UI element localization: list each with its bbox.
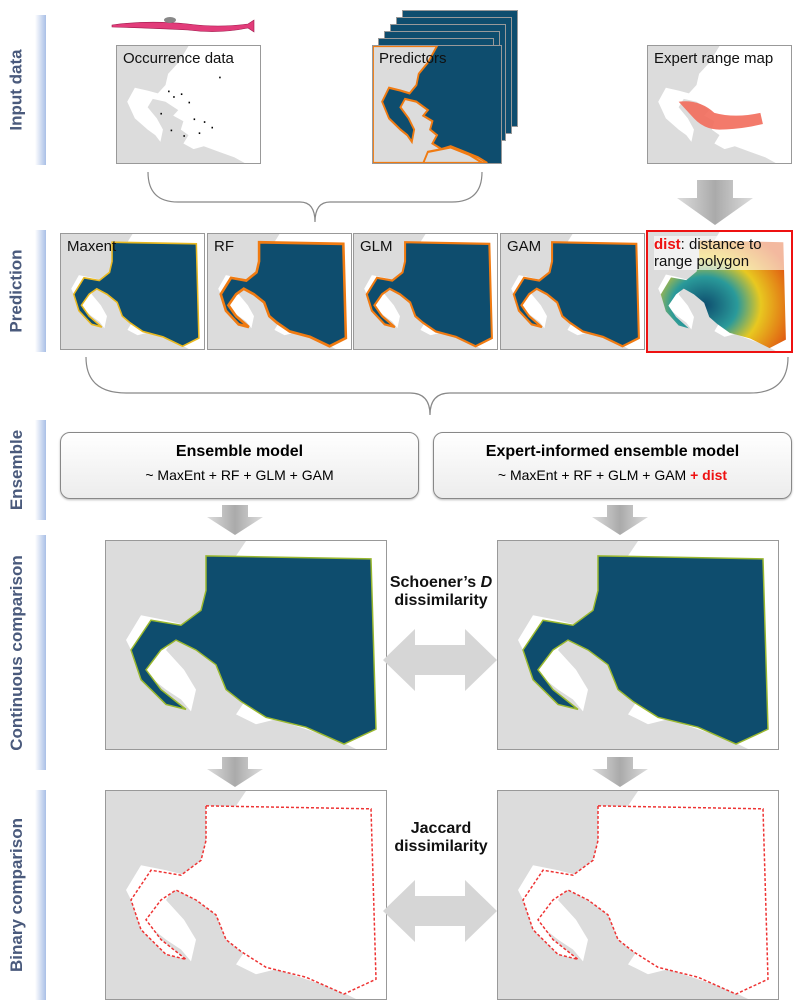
row-label-prediction: Prediction (0, 230, 46, 352)
ensemble-binary-map (105, 790, 387, 1000)
model-label: GAM (507, 238, 542, 255)
expert-range-map: Expert range map (647, 45, 792, 164)
pipefish-illustration (111, 17, 255, 33)
down-arrow (207, 505, 263, 535)
expert-ensemble-continuous-map (497, 540, 779, 750)
prediction-map-rf: RF (207, 233, 352, 350)
row-label-text: Input data (7, 49, 26, 131)
model-label: GLM (360, 238, 393, 255)
ensemble-title: Ensemble model (175, 443, 304, 460)
dist-key: dist (654, 236, 681, 253)
predictors-label: Predictors (379, 50, 447, 67)
predictors-stack: Predictors (372, 10, 518, 164)
double-arrow (383, 880, 497, 942)
double-arrow (383, 629, 497, 691)
schoener-d: D (480, 574, 493, 591)
prediction-map-maxent: Maxent (60, 233, 205, 350)
model-label: Maxent (67, 238, 117, 255)
row-label-text: Prediction (7, 249, 26, 333)
occurrence-map: Occurrence data (116, 45, 261, 164)
row-label-text: Binary comparison (7, 818, 26, 972)
schoener-text2: dissimilarity (394, 592, 488, 609)
prediction-map-glm: GLM (353, 233, 498, 350)
ensemble-model-box: Ensemble model ~ MaxEnt + RF + GLM + GAM (60, 432, 419, 499)
schoener-text: Schoener’s (389, 574, 481, 591)
dist-term: + dist (690, 467, 728, 483)
row-label-binary: Binary comparison (0, 790, 46, 1000)
ensemble-formula: ~ MaxEnt + RF + GLM + GAM (145, 467, 334, 483)
expert-ensemble-model-box: Expert-informed ensemble model ~ MaxEnt … (433, 432, 792, 499)
jaccard-text: Jaccard (410, 820, 472, 837)
down-arrow (207, 757, 263, 787)
ensemble-continuous-map (105, 540, 387, 750)
jaccard-label: Jaccard dissimilarity (385, 820, 497, 856)
model-label: RF (214, 238, 234, 255)
prediction-map-gam: GAM (500, 233, 645, 350)
ensemble-title: Expert-informed ensemble model (485, 443, 740, 460)
row-label-ensemble: Ensemble (0, 420, 46, 520)
brace (85, 356, 789, 416)
row-label-continuous: Continuous comparison (0, 535, 46, 770)
expert-label: Expert range map (654, 50, 774, 67)
down-arrow (592, 505, 648, 535)
down-arrow (592, 757, 648, 787)
brace (147, 171, 483, 223)
row-label-text: Ensemble (7, 429, 26, 511)
dist-desc: : distance to range polygon (654, 236, 762, 270)
prediction-map-dist: dist: distance to range polygon (646, 230, 793, 353)
down-arrow (677, 180, 753, 225)
ensemble-formula: ~ MaxEnt + RF + GLM + GAM (497, 467, 687, 483)
dist-label: dist: distance to range polygon (654, 236, 791, 270)
jaccard-text2: dissimilarity (394, 838, 488, 855)
occurrence-label: Occurrence data (123, 50, 234, 67)
expert-ensemble-binary-map (497, 790, 779, 1000)
row-label-text: Continuous comparison (7, 554, 26, 751)
row-label-input: Input data (0, 15, 46, 165)
